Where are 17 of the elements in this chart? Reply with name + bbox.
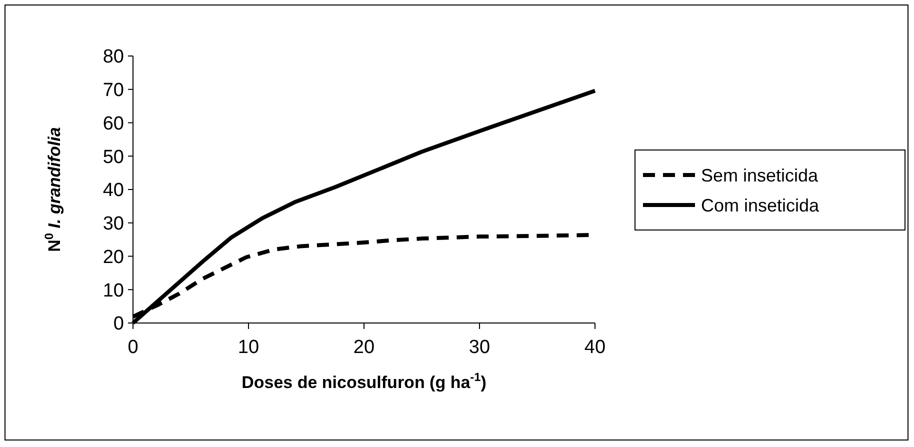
x-tick-label: 0 [128, 337, 138, 358]
y-tick-label: 40 [102, 180, 124, 202]
y-tick-label: 10 [102, 280, 124, 302]
legend-label: Com inseticida [701, 195, 820, 216]
y-tick-label: 70 [102, 80, 124, 102]
y-tick-label: 30 [102, 214, 124, 235]
y-tick-label: 60 [102, 113, 124, 134]
x-tick-label: 40 [584, 337, 606, 358]
y-tick-label: 50 [102, 146, 124, 168]
x-tick-label: 20 [353, 337, 375, 358]
x-axis-title: Doses de nicosulfuron (g ha$^{-1}$) [242, 370, 486, 392]
x-tick-label: 30 [468, 337, 490, 358]
y-tick-label: 0 [113, 314, 124, 335]
x-tick-label: 10 [238, 337, 260, 358]
y-tick-label: 20 [102, 246, 124, 268]
y-tick-label: 80 [102, 46, 124, 68]
legend-label: Sem inseticida [701, 165, 820, 186]
